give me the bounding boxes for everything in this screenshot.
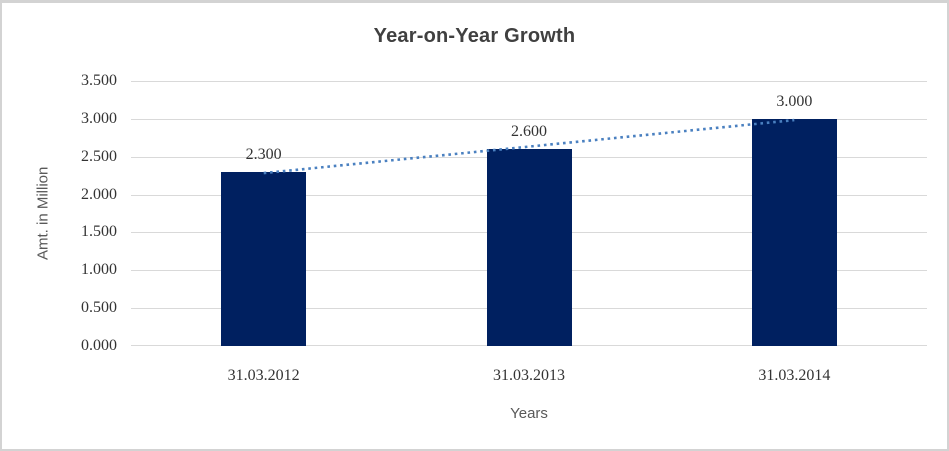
x-axis-ticks: 31.03.2012 31.03.2013 31.03.2014: [131, 365, 927, 387]
data-label: 3.000: [776, 92, 813, 110]
y-axis-ticks: 0.000 0.500 1.000 1.500 2.000 2.500 3.000 3.500: [2, 72, 117, 354]
x-axis-title: Years: [510, 405, 548, 422]
data-label: 2.600: [511, 123, 547, 141]
y-tick-label: 0.500: [81, 299, 117, 317]
x-tick-label: 31.03.2013: [493, 367, 565, 384]
gridline: [131, 119, 927, 120]
chart-title: Year-on-Year Growth: [373, 25, 576, 47]
y-tick-label: 1.500: [81, 223, 117, 241]
y-tick-label: 2.000: [81, 185, 117, 203]
y-tick-label: 1.000: [81, 261, 117, 279]
y-tick-label: 3.000: [81, 109, 117, 127]
x-tick-label: 31.03.2012: [227, 367, 300, 384]
x-tick-label: 31.03.2014: [758, 367, 831, 384]
bar-31.03.2014: [751, 118, 837, 346]
trendline: [263, 118, 795, 175]
data-label: 2.300: [245, 145, 282, 163]
y-tick-label: 0.000: [81, 337, 117, 354]
gridline: [131, 81, 927, 82]
bar-31.03.2013: [486, 149, 572, 346]
y-tick-label: 2.500: [81, 147, 117, 165]
plot-area: 2.300 2.600 3.000: [131, 81, 927, 346]
bar-31.03.2012: [221, 171, 307, 346]
y-tick-label: 3.500: [81, 72, 117, 89]
